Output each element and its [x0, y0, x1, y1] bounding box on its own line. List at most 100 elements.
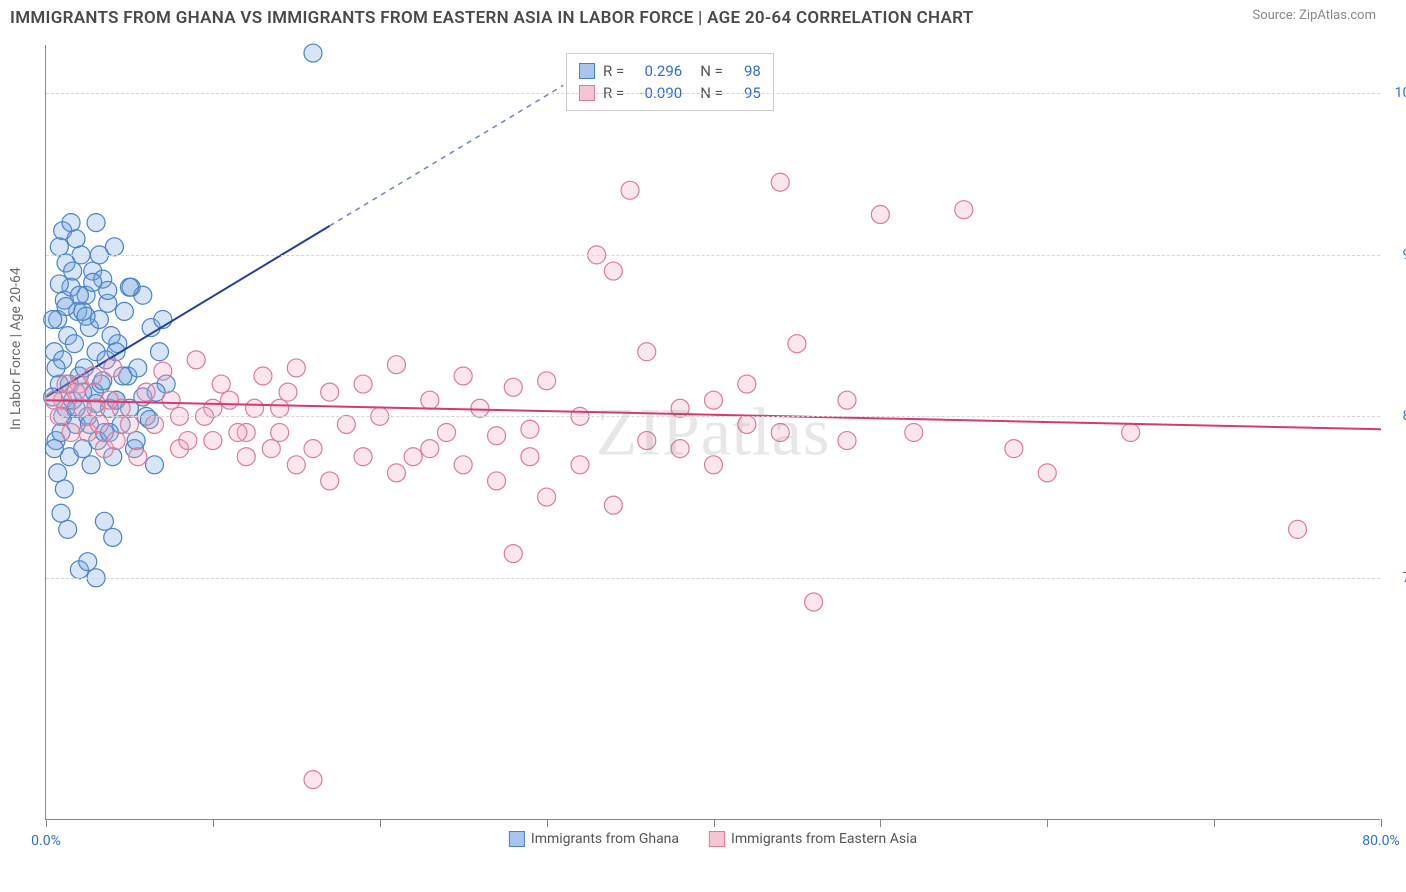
n-label: N = [700, 62, 723, 80]
scatter-point [638, 343, 656, 361]
scatter-point [87, 214, 105, 232]
scatter-point [321, 472, 339, 490]
y-tick-label: 70.0% [1385, 570, 1406, 586]
scatter-point [421, 440, 439, 458]
scatter-point [104, 528, 122, 546]
scatter-point [955, 201, 973, 219]
gridline-horizontal [46, 93, 1380, 94]
scatter-point [262, 440, 280, 458]
scatter-point [64, 262, 82, 280]
gridline-horizontal [46, 416, 1380, 417]
x-tick-mark [547, 819, 548, 827]
scatter-point [104, 359, 122, 377]
x-tick-label: 80.0% [1362, 833, 1400, 849]
scatter-point [838, 391, 856, 409]
y-tick-label: 80.0% [1385, 408, 1406, 424]
scatter-point [67, 230, 85, 248]
y-tick-label: 100.0% [1385, 85, 1406, 101]
scatter-point [77, 307, 95, 325]
scatter-point [421, 391, 439, 409]
scatter-point [304, 440, 322, 458]
scatter-point [621, 181, 639, 199]
scatter-point [805, 593, 823, 611]
source-attribution: Source: ZipAtlas.com [1252, 8, 1376, 23]
scatter-point [45, 440, 63, 458]
scatter-point [120, 278, 138, 296]
x-tick-mark [714, 819, 715, 827]
scatter-point [65, 335, 83, 353]
scatter-point [571, 456, 589, 474]
scatter-point [604, 262, 622, 280]
x-tick-mark [880, 819, 881, 827]
scatter-point [771, 424, 789, 442]
chart-title: IMMIGRANTS FROM GHANA VS IMMIGRANTS FROM… [10, 8, 973, 28]
n-value: 98 [731, 62, 761, 80]
scatter-point [354, 448, 372, 466]
legend-swatch [709, 831, 725, 847]
gridline-horizontal [46, 578, 1380, 579]
scatter-point [538, 372, 556, 390]
scatter-point [538, 488, 556, 506]
legend-bottom: Immigrants from Ghana Immigrants from Eas… [509, 831, 917, 847]
scatter-point [638, 432, 656, 450]
legend-item: Immigrants from Eastern Asia [709, 831, 917, 847]
legend-label: Immigrants from Eastern Asia [731, 831, 917, 847]
scatter-point [107, 432, 125, 450]
scatter-point [504, 545, 522, 563]
scatter-point [62, 214, 80, 232]
x-tick-mark [380, 819, 381, 827]
scatter-point [62, 424, 80, 442]
scatter-point [90, 415, 108, 433]
series-swatch [579, 63, 595, 79]
scatter-point [1005, 440, 1023, 458]
scatter-point [137, 383, 155, 401]
scatter-point [179, 432, 197, 450]
scatter-point [95, 512, 113, 530]
scatter-point [162, 391, 180, 409]
scatter-point [604, 496, 622, 514]
x-tick-mark [1214, 819, 1215, 827]
x-tick-mark [1047, 819, 1048, 827]
scatter-point [120, 415, 138, 433]
scatter-point [52, 504, 70, 522]
scatter-point [387, 356, 405, 374]
scatter-point [521, 448, 539, 466]
scatter-point [271, 424, 289, 442]
scatter-point [488, 472, 506, 490]
scatter-point [1038, 464, 1056, 482]
scatter-point [59, 520, 77, 538]
scatter-point [321, 383, 339, 401]
scatter-point [454, 456, 472, 474]
legend-label: Immigrants from Ghana [531, 831, 679, 847]
stats-row: R =0.296N =98 [579, 60, 761, 82]
scatter-point [212, 375, 230, 393]
scatter-point [57, 298, 75, 316]
scatter-point [738, 415, 756, 433]
scatter-point [738, 375, 756, 393]
scatter-point [504, 378, 522, 396]
correlation-stats-box: R =0.296N =98R =-0.090N =95 [566, 53, 774, 111]
scatter-point [279, 383, 297, 401]
scatter-point [84, 273, 102, 291]
scatter-point [705, 456, 723, 474]
legend-item: Immigrants from Ghana [509, 831, 679, 847]
scatter-point [1122, 424, 1140, 442]
trend-line-extrapolated [330, 85, 564, 225]
scatter-point [100, 391, 118, 409]
y-tick-label: 90.0% [1385, 247, 1406, 263]
y-axis-label: In Labor Force | Age 20-64 [8, 267, 24, 430]
scatter-point [471, 399, 489, 417]
scatter-point [221, 391, 239, 409]
scatter-point [50, 275, 68, 293]
scatter-point [905, 424, 923, 442]
gridline-horizontal [46, 255, 1380, 256]
x-tick-label: 0.0% [31, 833, 61, 849]
scatter-point [84, 367, 102, 385]
scatter-point [705, 391, 723, 409]
scatter-point [127, 432, 145, 450]
scatter-point [237, 448, 255, 466]
scatter-point [79, 553, 97, 571]
scatter-point [771, 173, 789, 191]
scatter-point [454, 367, 472, 385]
scatter-point [521, 420, 539, 438]
